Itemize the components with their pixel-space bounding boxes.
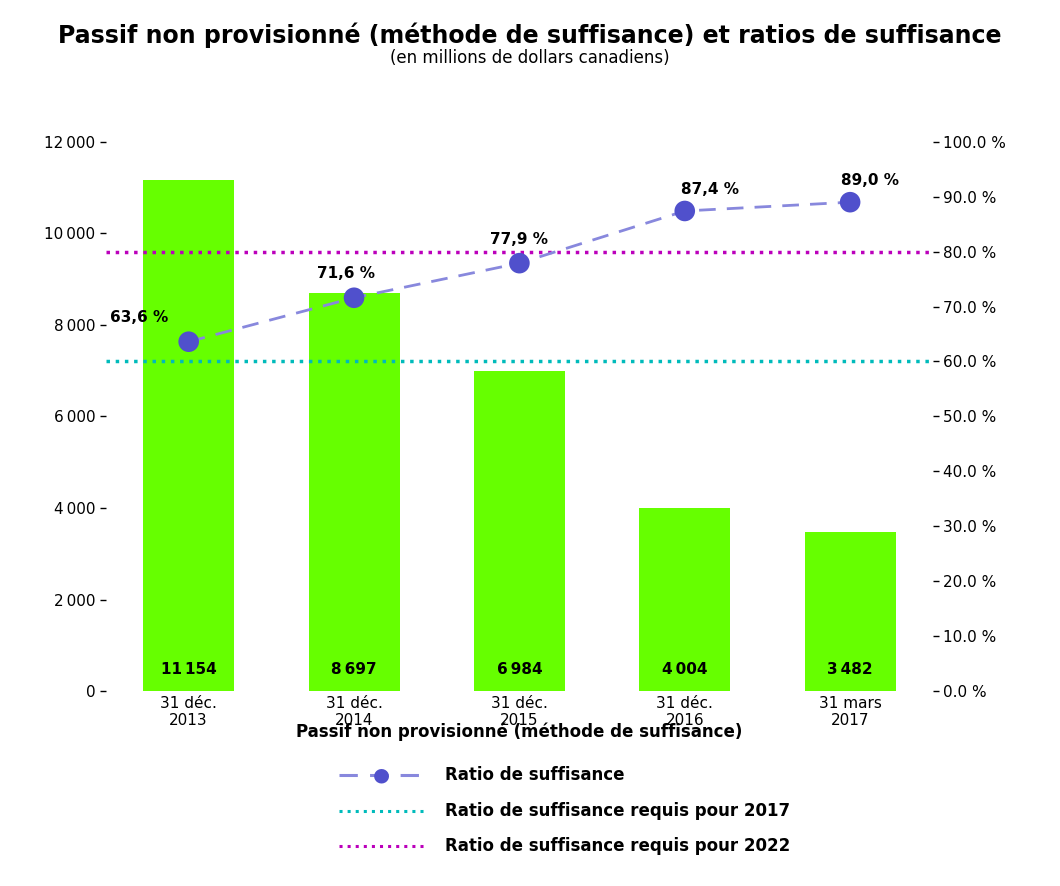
Text: 71,6 %: 71,6 % [317,267,375,281]
Text: 11 154: 11 154 [161,663,216,678]
Point [346,291,363,305]
Point [842,195,859,209]
Bar [143,181,234,691]
Bar [308,293,400,691]
Bar [639,508,730,691]
Text: 3 482: 3 482 [827,663,873,678]
Text: 87,4 %: 87,4 % [681,183,739,198]
Text: Passif non provisionné (méthode de suffisance) et ratios de suffisance: Passif non provisionné (méthode de suffi… [58,22,1002,48]
Text: 77,9 %: 77,9 % [491,231,548,246]
Text: 6 984: 6 984 [496,663,543,678]
Point [676,204,693,218]
Text: (en millions de dollars canadiens): (en millions de dollars canadiens) [390,49,670,66]
Bar [805,532,896,691]
Text: 63,6 %: 63,6 % [110,310,169,325]
Text: Ratio de suffisance: Ratio de suffisance [445,766,624,784]
Text: 4 004: 4 004 [662,663,707,678]
Text: 89,0 %: 89,0 % [841,174,899,189]
Text: 8 697: 8 697 [331,663,377,678]
Point [511,256,528,270]
Text: Passif non provisionné (méthode de suffisance): Passif non provisionné (méthode de suffi… [296,722,743,741]
Text: Ratio de suffisance requis pour 2022: Ratio de suffisance requis pour 2022 [445,837,791,855]
Point [180,335,197,349]
Bar [474,371,565,691]
Text: ●: ● [373,766,390,785]
Text: Ratio de suffisance requis pour 2017: Ratio de suffisance requis pour 2017 [445,802,791,820]
